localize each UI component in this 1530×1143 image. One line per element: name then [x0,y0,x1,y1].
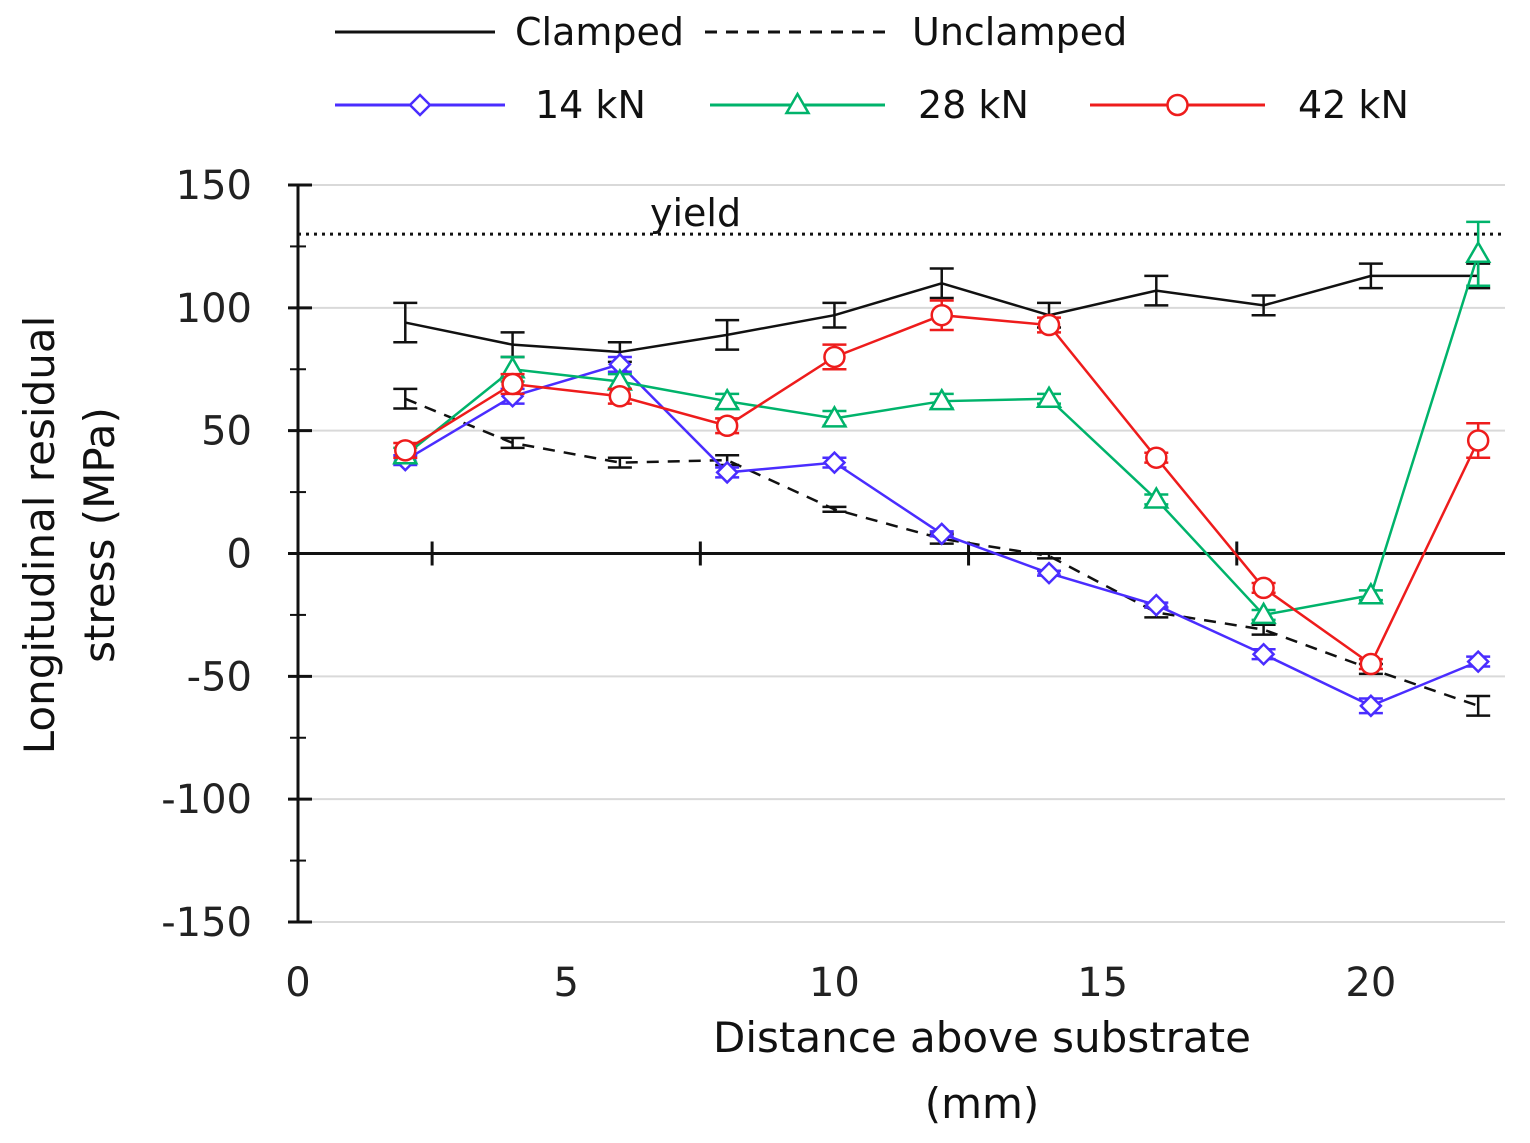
circle-marker [823,345,846,369]
triangle-marker [1143,485,1170,509]
circle-marker [1145,446,1168,469]
x-tick-label: 20 [1345,960,1396,1006]
diamond-marker [1466,649,1490,674]
yield-label: yield [650,191,741,235]
x-axis-title-line2: (mm) [925,1079,1040,1128]
x-tick-label: 0 [285,960,310,1006]
y-tick-label: 150 [176,163,252,209]
y-tick-label: -50 [187,654,252,700]
triangle-marker [928,387,955,411]
circle-marker [1359,652,1383,676]
circle-marker [1252,576,1275,600]
gridlines [298,184,1505,923]
circle-marker [608,385,632,408]
circle-marker [1466,429,1490,452]
y-axis-title-line1: Longitudinal residual [15,316,64,755]
series-14-kn [393,352,1491,718]
legend-item-clamped: Clamped [335,10,684,54]
diamond-marker [929,522,954,546]
circle-marker [394,439,417,462]
annotations: yield [298,191,1505,236]
series-layer [392,220,1492,718]
series-28-kn [392,220,1492,625]
diamond-marker [715,460,739,485]
circle-marker [930,303,953,327]
diamond-marker [1144,593,1169,617]
circle-marker [715,414,739,438]
legend-label: 14 kN [535,83,646,127]
legend-label: 28 kN [918,83,1029,127]
y-tick-label: -150 [161,900,252,946]
triangle-marker [784,91,811,115]
axes: 150 100 50 0 -50 -100 -150 0 5 10 15 20 [161,163,1505,1006]
diamond-marker [1251,642,1276,666]
diamond-marker [1037,561,1061,585]
x-tick-label: 10 [809,960,860,1006]
circle-marker [1037,313,1061,337]
x-tick-label: 15 [1077,960,1128,1006]
triangle-marker [713,387,741,411]
legend: Clamped Unclamped 14 kN 28 kN 42 kN [335,10,1409,127]
series-42-kn [393,299,1491,676]
legend-item-unclamped: Unclamped [705,10,1127,54]
x-tick-label: 5 [553,960,578,1006]
legend-label: Clamped [515,10,684,54]
diamond-marker [822,450,847,475]
y-tick-label: 100 [176,286,252,332]
triangle-marker [1250,601,1277,625]
series-line [404,313,1480,666]
circle-marker [1166,93,1189,117]
triangle-marker [1035,385,1063,408]
legend-label: 42 kN [1298,83,1409,127]
triangle-marker [1465,240,1492,264]
legend-item-14-kn: 14 kN [335,83,646,127]
triangle-marker [1357,581,1385,605]
circle-marker [501,372,524,396]
legend-item-42-kn: 42 kN [1090,83,1409,127]
x-axis-title-line1: Distance above substrate [713,1013,1251,1062]
diamond-marker [1359,694,1383,718]
diamond-marker [408,93,432,117]
y-tick-label: 0 [227,532,252,578]
legend-label: Unclamped [912,10,1127,54]
y-tick-label: -100 [161,777,252,823]
y-axis-title-line2: stress (MPa) [75,407,124,663]
triangle-marker [821,404,848,428]
y-tick-label: 50 [201,409,252,455]
legend-item-28-kn: 28 kN [710,83,1029,127]
